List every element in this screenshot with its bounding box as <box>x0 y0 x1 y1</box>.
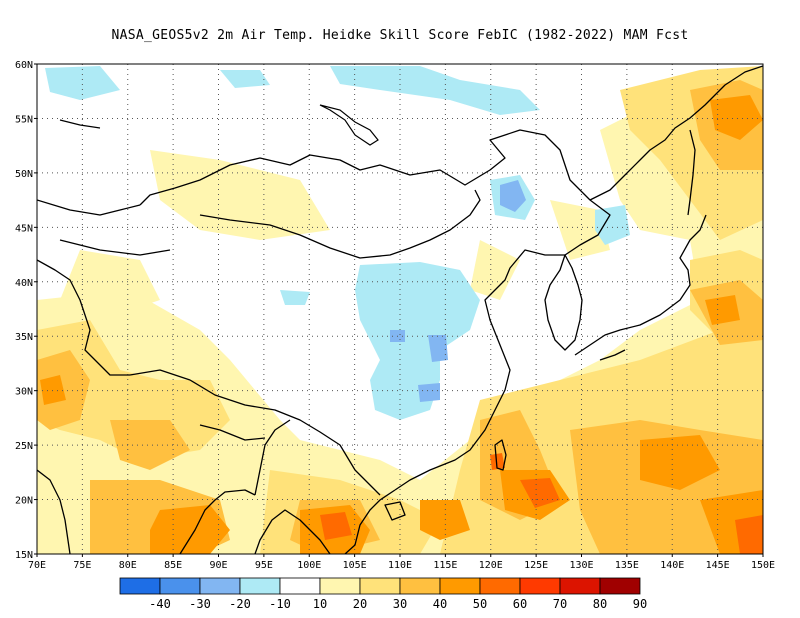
colorbar-label: 80 <box>593 597 607 611</box>
colorbar-swatch <box>559 577 601 595</box>
colorbar-swatch <box>279 577 321 595</box>
lon-tick-label: 125E <box>524 560 548 571</box>
lat-tick-label: 25N <box>15 441 33 452</box>
japan-islands <box>574 214 707 361</box>
lon-tick-label: 100E <box>297 560 321 571</box>
lon-tick-label: 140E <box>660 560 684 571</box>
lon-tick-label: 95E <box>255 560 273 571</box>
lon-tick-label: 90E <box>209 560 227 571</box>
lon-tick-label: 105E <box>343 560 367 571</box>
lat-tick-label: 30N <box>15 387 33 398</box>
lon-tick-label: 110E <box>388 560 412 571</box>
coastlines-and-borders <box>37 65 763 554</box>
india-northwest-border <box>37 259 130 376</box>
china-east-coast <box>394 249 565 491</box>
korean-peninsula <box>544 254 583 351</box>
lon-tick-label: 70E <box>28 560 46 571</box>
longitude-axis: 70E 75E 80E 85E 90E 95E 100E 105E 110E 115E 120E 12… <box>28 554 775 571</box>
colorbar-label: 10 <box>313 597 327 611</box>
colorbar-label: 90 <box>633 597 647 611</box>
colorbar-label: 70 <box>553 597 567 611</box>
india-coast <box>37 469 256 554</box>
lake-balkhash <box>59 119 101 129</box>
colorbar <box>119 577 641 595</box>
hainan-island <box>384 501 406 521</box>
colorbar-swatch <box>599 577 641 595</box>
colorbar-swatch <box>119 577 161 595</box>
lat-tick-label: 35N <box>15 332 33 343</box>
colorbar-swatch <box>319 577 361 595</box>
mongolia-south-border <box>199 189 481 259</box>
colorbar-labels: -40 -30 -20 -10 10 20 30 40 50 60 70 80 90 <box>149 597 647 611</box>
colorbar-swatch <box>439 577 481 595</box>
colorbar-label: 60 <box>513 597 527 611</box>
colorbar-swatch <box>519 577 561 595</box>
colorbar-swatch <box>399 577 441 595</box>
sakhalin-island <box>687 129 696 216</box>
lat-tick-label: 55N <box>15 114 33 125</box>
colorbar-swatch <box>159 577 201 595</box>
colorbar-label: -40 <box>149 597 171 611</box>
colorbar-label: 50 <box>473 597 487 611</box>
colorbar-label: -20 <box>229 597 251 611</box>
colorbar-label: -30 <box>189 597 211 611</box>
map-gridlines <box>37 64 763 554</box>
lon-tick-label: 135E <box>615 560 639 571</box>
lat-tick-label: 20N <box>15 496 33 507</box>
lakes <box>59 104 379 146</box>
lat-tick-label: 45N <box>15 223 33 234</box>
himalaya-border <box>129 369 381 496</box>
mongolia-border <box>139 129 611 256</box>
field-red-orange <box>320 453 763 554</box>
colorbar-label: 40 <box>433 597 447 611</box>
skill-score-field <box>37 64 763 554</box>
lon-tick-label: 145E <box>706 560 730 571</box>
lon-tick-label: 85E <box>164 560 182 571</box>
lon-tick-label: 75E <box>73 560 91 571</box>
lon-tick-label: 150E <box>751 560 775 571</box>
russia-east-coast <box>589 65 763 201</box>
colorbar-label: -10 <box>269 597 291 611</box>
nepal-border <box>199 424 266 441</box>
taiwan-island <box>494 439 507 471</box>
colorbar-swatch <box>479 577 521 595</box>
lon-tick-label: 130E <box>569 560 593 571</box>
lat-tick-label: 40N <box>15 278 33 289</box>
lon-tick-label: 80E <box>119 560 137 571</box>
lon-tick-label: 120E <box>479 560 503 571</box>
map-title: NASA_GEOS5v2 2m Air Temp. Heidke Skill S… <box>111 28 689 43</box>
indochina-coast <box>254 489 396 554</box>
lake-baikal <box>319 104 379 146</box>
colorbar-swatch <box>199 577 241 595</box>
lat-tick-label: 15N <box>15 550 33 561</box>
colorbar-swatch <box>359 577 401 595</box>
myanmar-border <box>254 419 291 496</box>
colorbar-label: 20 <box>353 597 367 611</box>
latitude-axis: 60N 55N 50N 45N 40N 35N 30N 25N 20N 15N <box>15 60 37 561</box>
lat-tick-label: 50N <box>15 169 33 180</box>
colorbar-label: 30 <box>393 597 407 611</box>
kazakhstan-border <box>37 199 171 256</box>
colorbar-swatch <box>239 577 281 595</box>
lat-tick-label: 60N <box>15 60 33 71</box>
lon-tick-label: 115E <box>433 560 457 571</box>
